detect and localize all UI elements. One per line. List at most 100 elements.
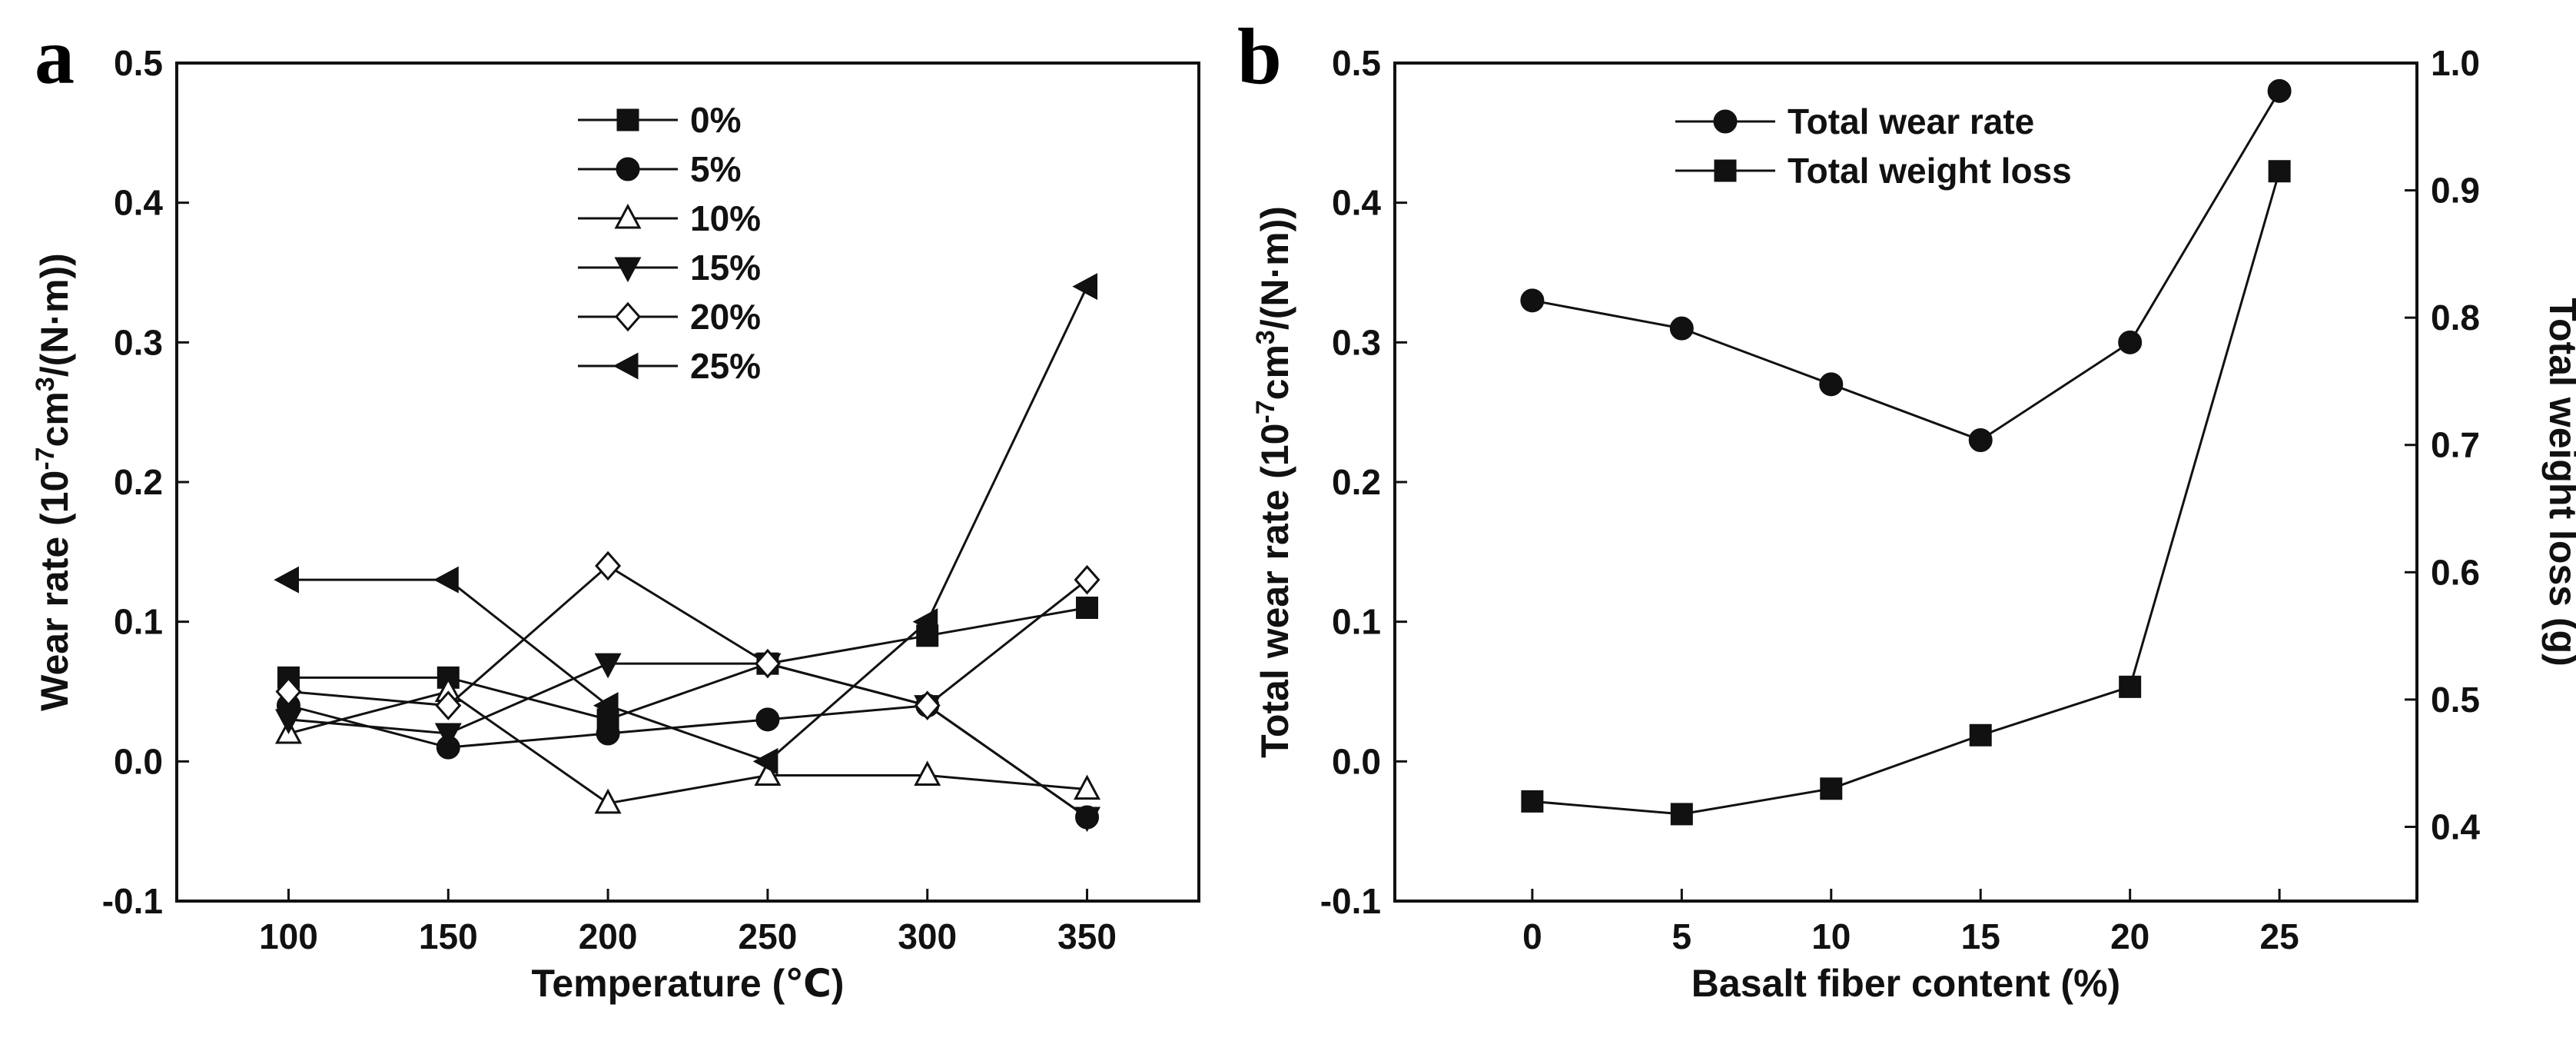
panel-a-series-20pct-point [754,648,781,679]
panel-a-xtick-label: 300 [898,916,957,956]
panel-a-legend-item-5pct-label: 5% [690,149,741,189]
panel-a-legend-item-15pct-label: 15% [690,248,761,288]
panel-b-series-total-weight-loss-point [2268,160,2291,183]
panel-b-letter: b [1237,12,1282,101]
panel-b-series-total-wear-rate [1520,78,2292,452]
panel-a-series-15pct-point [594,653,622,679]
panel-b-ytick-label: 0.3 [1332,322,1381,362]
panel-b-xtick-label: 25 [2260,916,2299,956]
panel-b-y2tick-label: 1.0 [2431,43,2480,83]
panel-a-ylabel-part3: /(N·m)) [33,253,76,377]
panel-a-legend-item-0pct-label: 0% [690,100,741,140]
panel-a-series-10pct [274,677,1101,814]
panel-a-series-5pct-point [755,707,780,732]
panel-b-ylabel-sup2: 3 [1251,330,1280,344]
panel-b-series-total-weight-loss-point [1969,723,1992,747]
panel-a-series-0pct-line [288,607,1087,721]
panel-a-series-15pct [274,653,1101,833]
panel-a-ytick-label: 0.5 [114,43,163,83]
panel-a-series-15pct-line [288,662,1088,819]
panel-a-series-20pct-point [914,690,941,720]
panel-b-ytick-label: 0.1 [1332,602,1381,642]
panel-a-legend-item-10pct-marker [614,203,642,229]
panel-a-series-5pct [276,693,1100,830]
panel-b-xtick-label: 0 [1522,916,1542,956]
panel-b-series-total-weight-loss-point [2119,675,2142,698]
panel-b-xtick-label: 15 [1961,916,2000,956]
panel-a-chart: -0.10.00.10.20.30.40.5 100 150 200 250 300 35… [31,43,1200,1005]
panel-a-ytick-label: 0.3 [114,322,163,362]
panel-b-x-axis-title: Basalt fiber content (%) [1691,962,2120,1005]
panel-a-series-20pct [275,550,1100,720]
panel-a-xtick-label: 200 [579,916,638,956]
panel-b-xtick-label: 5 [1672,916,1692,956]
panel-a-series-25pct-point [752,747,778,775]
panel-a-series-25pct-line [288,286,1088,763]
panel-a-legend: 0% 5% 10% 15% 20% 25% [578,100,761,386]
panel-b-x-axis: 0 5 10 15 20 25 [1522,889,2299,956]
panel-a-xtick-label: 250 [739,916,798,956]
panel-a-series-group [274,273,1101,833]
panel-a-series-10pct-point [914,760,941,786]
panel-b-y2tick-label: 0.7 [2431,425,2480,465]
panel-a-legend-item-10pct-label: 10% [690,198,761,238]
panel-a-ytick-label: 0.2 [114,462,163,502]
panel-a-series-10pct-point [1074,774,1101,800]
panel-a-legend-item-0pct-marker [616,108,639,131]
panel-b-series-total-wear-rate-point [1520,288,1545,313]
panel-a-y-axis: -0.1 0.0 0.1 0.2 0.3 0.4 0.5 [102,43,189,921]
panel-a-plot-frame [175,62,1200,903]
panel-a-series-5pct-point [596,721,620,746]
panel-b-legend-item-total-weight-loss-label: Total weight loss [1788,151,2072,191]
panel-b-series-total-weight-loss [1521,160,2291,826]
panel-b-legend-item-total-wear-rate: Total wear rate [1675,101,2034,141]
panel-b-series-total-wear-rate-point [2267,78,2292,103]
panel-b-y-axis-right: 0.4 0.5 0.6 0.7 0.8 0.9 1.0 [2405,43,2480,846]
panel-a-ylabel-part2: cm [33,391,76,447]
panel-b-ylabel-sup1: -7 [1251,400,1280,423]
panel-a-legend-item-20pct-marker [614,301,642,332]
panel-b-y2tick-label: 0.4 [2431,807,2480,846]
panel-a-series-15pct-point [274,709,302,735]
panel-a-ytick-label: 0.0 [114,741,163,781]
panel-a-xtick-label: 150 [419,916,478,956]
panel-b-series-total-weight-loss-line [1532,171,2281,816]
panel-a-ylabel-sup2: 3 [31,377,60,391]
panel-b-legend-item-total-weight-loss: Total weight loss [1675,151,2072,191]
panel-b-series-total-wear-rate-point [1968,428,1993,452]
panel-a-series-10pct-point [594,788,622,814]
panel-a-series-5pct-line [288,704,1088,819]
panel-b-ylabel-part1: Total wear rate (10 [1253,424,1296,758]
panel-b-ylabel-part3: /(N·m)) [1253,206,1296,330]
panel-a-x-axis-title: Temperature (℃) [532,962,845,1005]
panel-a-xtick-label: 100 [259,916,318,956]
panel-b-chart: -0.10.00.10.20.30.40.5 0.40.50.60.70.80.… [1251,43,2576,1005]
panel-a-legend-item-20pct-label: 20% [690,297,761,337]
panel-b-y-axis-left: -0.1 0.0 0.1 0.2 0.3 0.4 0.5 [1320,43,1407,921]
panel-a-series-25pct-point [274,566,299,594]
panel-a-series-25pct-point [912,608,938,636]
panel-b-series-total-wear-rate-point [2118,330,2143,354]
panel-b-series-total-weight-loss-point [1521,790,1544,813]
panel-a-series-25pct-point [433,566,459,594]
panel-b-y2tick-label: 0.5 [2431,680,2480,720]
panel-a-y-axis-title: Wear rate (10-7cm3/(N·m)) [31,253,76,711]
panel-a-series-20pct-point [275,677,302,707]
panel-a-legend-item-25pct-label: 25% [690,346,761,386]
panel-a-legend-item-20pct: 20% [578,297,761,337]
panel-b-ytick-label: -0.1 [1320,881,1381,921]
panel-a-ylabel-part1: Wear rate (10 [33,471,76,711]
panel-a-series-15pct-point [434,723,462,749]
panel-b-legend: Total wear rate Total weight loss [1675,101,2072,191]
panel-a-legend-item-5pct-marker [616,157,640,181]
panel-b-series-total-weight-loss-point [1670,803,1693,826]
panel-a-ytick-label: 0.1 [114,602,163,642]
panel-b-y2-axis-title: Total weight loss (g) [2541,298,2576,667]
panel-a-letter: a [35,12,75,101]
panel-b-xtick-label: 20 [2110,916,2149,956]
panel-a-series-20pct-point [435,690,462,720]
panel-b-y2tick-label: 0.9 [2431,171,2480,211]
panel-b-series-total-weight-loss-point [1820,777,1843,800]
panel-a-series-25pct-point [1072,273,1098,301]
